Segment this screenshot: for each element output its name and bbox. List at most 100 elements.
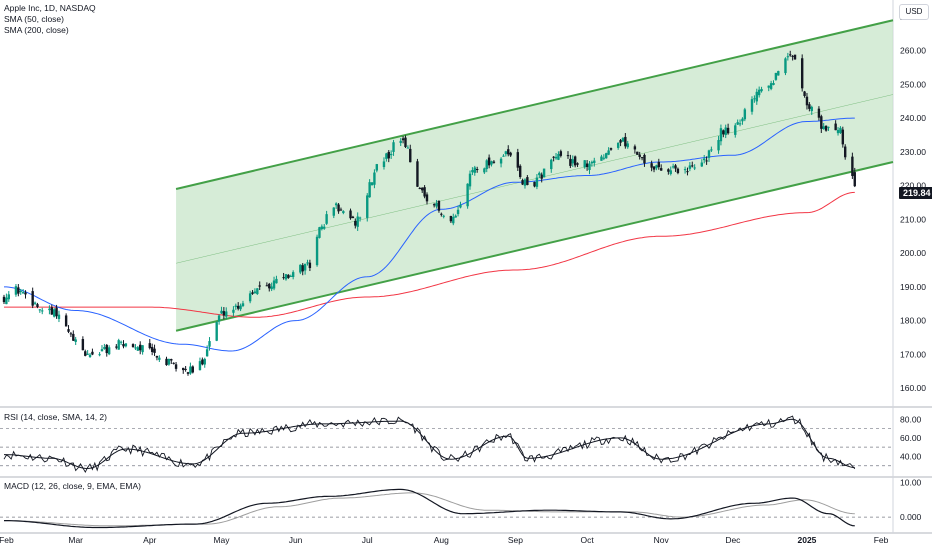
- candle-body: [7, 294, 10, 300]
- candle-body: [643, 154, 646, 164]
- candle-body: [236, 305, 240, 309]
- candle-body: [693, 167, 696, 169]
- candle-body: [373, 172, 376, 185]
- macd-signal-line: [4, 492, 855, 527]
- candle-body: [509, 152, 512, 156]
- candle-body: [452, 216, 455, 224]
- macd-line: [4, 488, 855, 529]
- candle-body: [36, 304, 39, 307]
- candle-body: [91, 351, 94, 355]
- candle-body: [516, 152, 520, 168]
- channel-lower-line: [175, 161, 894, 332]
- candle-body: [170, 359, 173, 361]
- candle-body: [366, 195, 369, 218]
- candle-body: [241, 303, 245, 307]
- candle-body: [33, 302, 37, 304]
- candle-body: [50, 307, 53, 315]
- candle-body: [358, 217, 362, 219]
- candle-body: [205, 349, 209, 357]
- candle-body: [291, 272, 295, 277]
- legend-macd: MACD (12, 26, close, 9, EMA, EMA): [4, 481, 141, 491]
- candle-body: [21, 292, 25, 294]
- candle-body: [404, 137, 407, 147]
- candle-body: [743, 109, 747, 120]
- candle-body: [454, 215, 457, 218]
- candle-body: [24, 292, 27, 295]
- candle-body: [590, 161, 594, 164]
- candle-body: [265, 285, 269, 287]
- x-tick-label: 2025: [798, 535, 817, 545]
- candle-body: [98, 354, 101, 356]
- candle-body: [375, 164, 379, 171]
- candle-body: [17, 287, 20, 294]
- candle-body: [52, 309, 56, 317]
- candle-body: [624, 136, 627, 147]
- candle-body: [485, 160, 488, 170]
- candle-body: [640, 157, 644, 159]
- candle-body: [122, 343, 125, 347]
- candle-body: [810, 106, 813, 112]
- candle-body: [5, 297, 8, 305]
- candle-body: [793, 54, 797, 60]
- channel-median-line: [176, 94, 894, 264]
- x-tick-label: Aug: [434, 535, 449, 545]
- price-tick-label: 170.00: [900, 349, 926, 359]
- candle-body: [107, 347, 111, 355]
- candle-body: [691, 165, 694, 167]
- candle-body: [435, 202, 438, 207]
- candle-body: [777, 71, 780, 76]
- candle-body: [772, 83, 775, 85]
- candle-body: [370, 182, 374, 186]
- candle-body: [542, 168, 546, 178]
- candle-body: [258, 285, 261, 287]
- candle-body: [334, 203, 338, 206]
- candle-body: [538, 172, 541, 176]
- candle-body: [652, 166, 656, 170]
- candle-body: [638, 154, 641, 157]
- candle-body: [621, 138, 625, 142]
- candle-body: [41, 310, 44, 312]
- x-tick-label: Sep: [508, 535, 523, 545]
- candle-body: [703, 158, 706, 161]
- candle-body: [851, 156, 854, 176]
- candle-body: [717, 140, 720, 151]
- candle-body: [507, 149, 510, 155]
- price-tick-label: 250.00: [900, 79, 926, 89]
- x-tick-label: Nov: [654, 535, 670, 545]
- candle-body: [817, 108, 821, 118]
- price-tick-label: 240.00: [900, 113, 926, 123]
- candle-body: [588, 163, 591, 171]
- candle-body: [315, 236, 319, 266]
- candle-body: [191, 366, 194, 373]
- legend-symbol: Apple Inc, 1D, NASDAQ: [4, 3, 96, 13]
- candle-body: [182, 367, 185, 371]
- candle-body: [724, 127, 727, 136]
- candle-body: [504, 151, 508, 155]
- candle-body: [674, 165, 677, 169]
- candle-body: [784, 58, 787, 74]
- candle-body: [559, 151, 563, 156]
- candle-body: [385, 153, 388, 159]
- candle-body: [287, 274, 290, 278]
- candle-body: [423, 187, 426, 197]
- candle-body: [571, 159, 574, 164]
- candle-body: [667, 169, 670, 172]
- price-tick-label: 180.00: [900, 316, 926, 326]
- candle-body: [256, 288, 259, 295]
- candle-body: [440, 213, 443, 215]
- legend-rsi: RSI (14, close, SMA, 14, 2): [4, 412, 107, 422]
- candle-body: [602, 157, 606, 159]
- candle-body: [150, 346, 154, 352]
- candle-body: [141, 345, 144, 353]
- candle-body: [738, 123, 742, 125]
- candle-body: [490, 161, 493, 165]
- candle-body: [607, 150, 610, 155]
- candle-body: [131, 344, 135, 348]
- currency-button[interactable]: USD: [899, 4, 929, 20]
- candle-body: [84, 351, 87, 356]
- candle-body: [769, 83, 773, 89]
- candle-body: [449, 215, 453, 222]
- x-tick-label: Jun: [289, 535, 303, 545]
- candle-body: [736, 122, 739, 125]
